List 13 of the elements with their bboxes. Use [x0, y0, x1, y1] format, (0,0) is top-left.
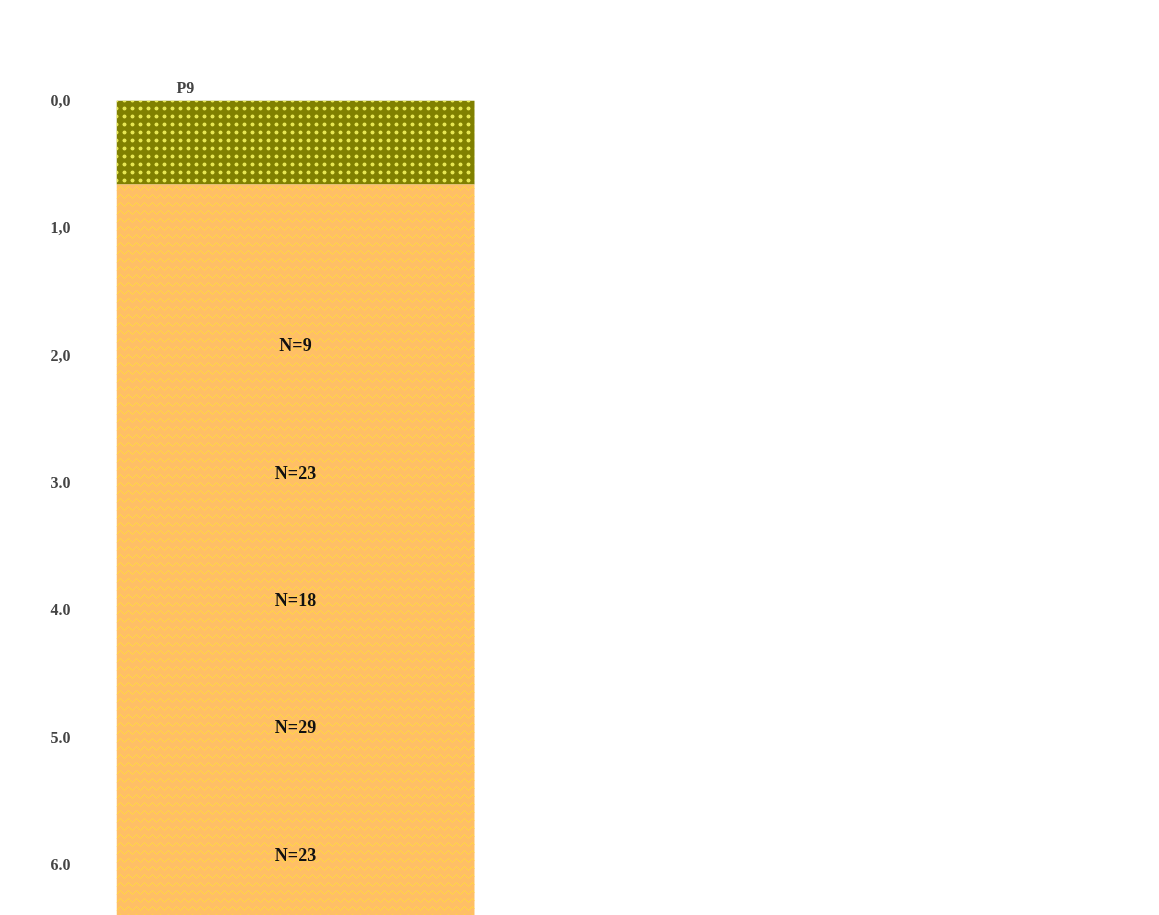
y-tick-label: 5.0: [50, 728, 71, 746]
y-tick-label: 2,0: [50, 346, 71, 364]
y-tick-label: 0,0: [50, 92, 71, 109]
chart-title: P9: [176, 78, 195, 96]
annotation: N=29: [274, 717, 317, 738]
y-tick-label: 4.0: [50, 601, 71, 619]
annotation: N=23: [274, 462, 317, 483]
annotation: N=18: [274, 589, 317, 610]
y-tick-label: 1,0: [50, 219, 71, 237]
annotation: N=23: [274, 844, 317, 865]
y-tick-label: 3.0: [50, 474, 71, 492]
y-tick-label: 6.0: [50, 856, 71, 874]
annotation: N=9: [279, 335, 312, 356]
